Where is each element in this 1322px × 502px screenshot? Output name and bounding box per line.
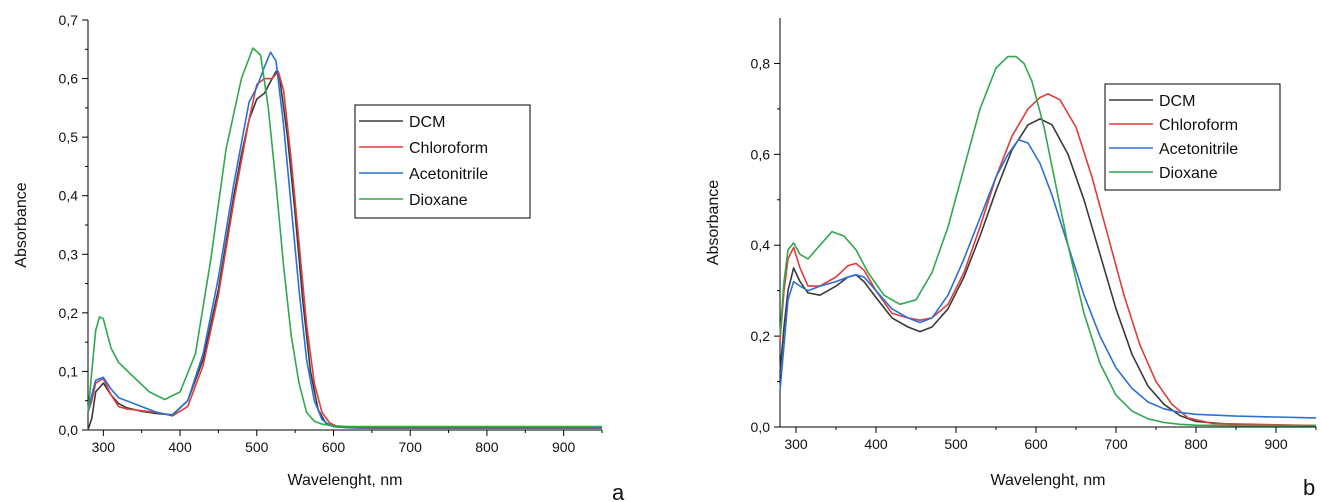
series-line-acetonitrile [87, 51, 602, 429]
x-tick-label: 600 [322, 439, 346, 455]
y-tick-label: 0,2 [751, 328, 771, 344]
series-line-dcm [779, 118, 1317, 427]
x-tick-label: 600 [1024, 436, 1048, 452]
panel-label: b [1303, 475, 1315, 500]
y-tick-label: 0,5 [59, 129, 79, 145]
y-axis-title: Absorbance [13, 182, 30, 267]
panel-label: a [612, 480, 625, 502]
x-tick-label: 800 [475, 439, 499, 455]
y-tick-label: 0,0 [59, 422, 79, 438]
series-line-dioxane [779, 55, 1316, 427]
legend-label: DCM [409, 114, 445, 131]
y-tick-label: 0,0 [751, 419, 771, 435]
legend-label: DCM [1159, 93, 1195, 110]
x-tick-label: 900 [552, 439, 576, 455]
legend-label: Dioxane [1159, 165, 1218, 182]
legend-label: Acetonitrile [1159, 141, 1238, 158]
x-axis-title: Wavelenght, nm [990, 472, 1105, 489]
y-tick-label: 0,1 [59, 363, 79, 379]
x-tick-label: 500 [944, 436, 968, 452]
x-tick-label: 400 [168, 439, 192, 455]
chart-panel-a: 300 400 500 600 700 800 900 0,0 0,1 0,2 0,3 0,4 0,5 0… [13, 12, 625, 502]
y-tick-label: 0,6 [751, 146, 771, 162]
chart-panel-b: 300 400 500 600 700 800 900 0,0 0,2 0,4 0,6 0,8 Wave… [705, 18, 1317, 500]
x-tick-label: 400 [864, 436, 888, 452]
x-tick-label: 300 [92, 439, 116, 455]
y-tick-label: 0,4 [59, 188, 79, 204]
x-tick-label: 900 [1264, 436, 1288, 452]
y-tick-label: 0,8 [751, 55, 771, 71]
series-line-dioxane [87, 47, 602, 428]
y-axis-title: Absorbance [705, 180, 722, 265]
x-tick-label: 500 [245, 439, 269, 455]
series-line-chloroform [779, 93, 1317, 427]
series-line-acetonitrile [779, 139, 1317, 419]
x-axis-title: Wavelenght, nm [287, 472, 402, 489]
y-tick-label: 0,2 [59, 305, 79, 321]
y-tick-label: 0,7 [59, 12, 79, 28]
y-tick-label: 0,4 [751, 237, 771, 253]
legend-label: Dioxane [409, 192, 468, 209]
y-tick-label: 0,3 [59, 246, 79, 262]
y-tick-label: 0,6 [59, 71, 79, 87]
x-tick-label: 700 [1104, 436, 1128, 452]
x-tick-label: 700 [399, 439, 423, 455]
legend-label: Acetonitrile [409, 166, 488, 183]
legend-label: Chloroform [409, 140, 488, 157]
x-tick-label: 800 [1184, 436, 1208, 452]
legend-label: Chloroform [1159, 117, 1238, 134]
x-tick-label: 300 [784, 436, 808, 452]
